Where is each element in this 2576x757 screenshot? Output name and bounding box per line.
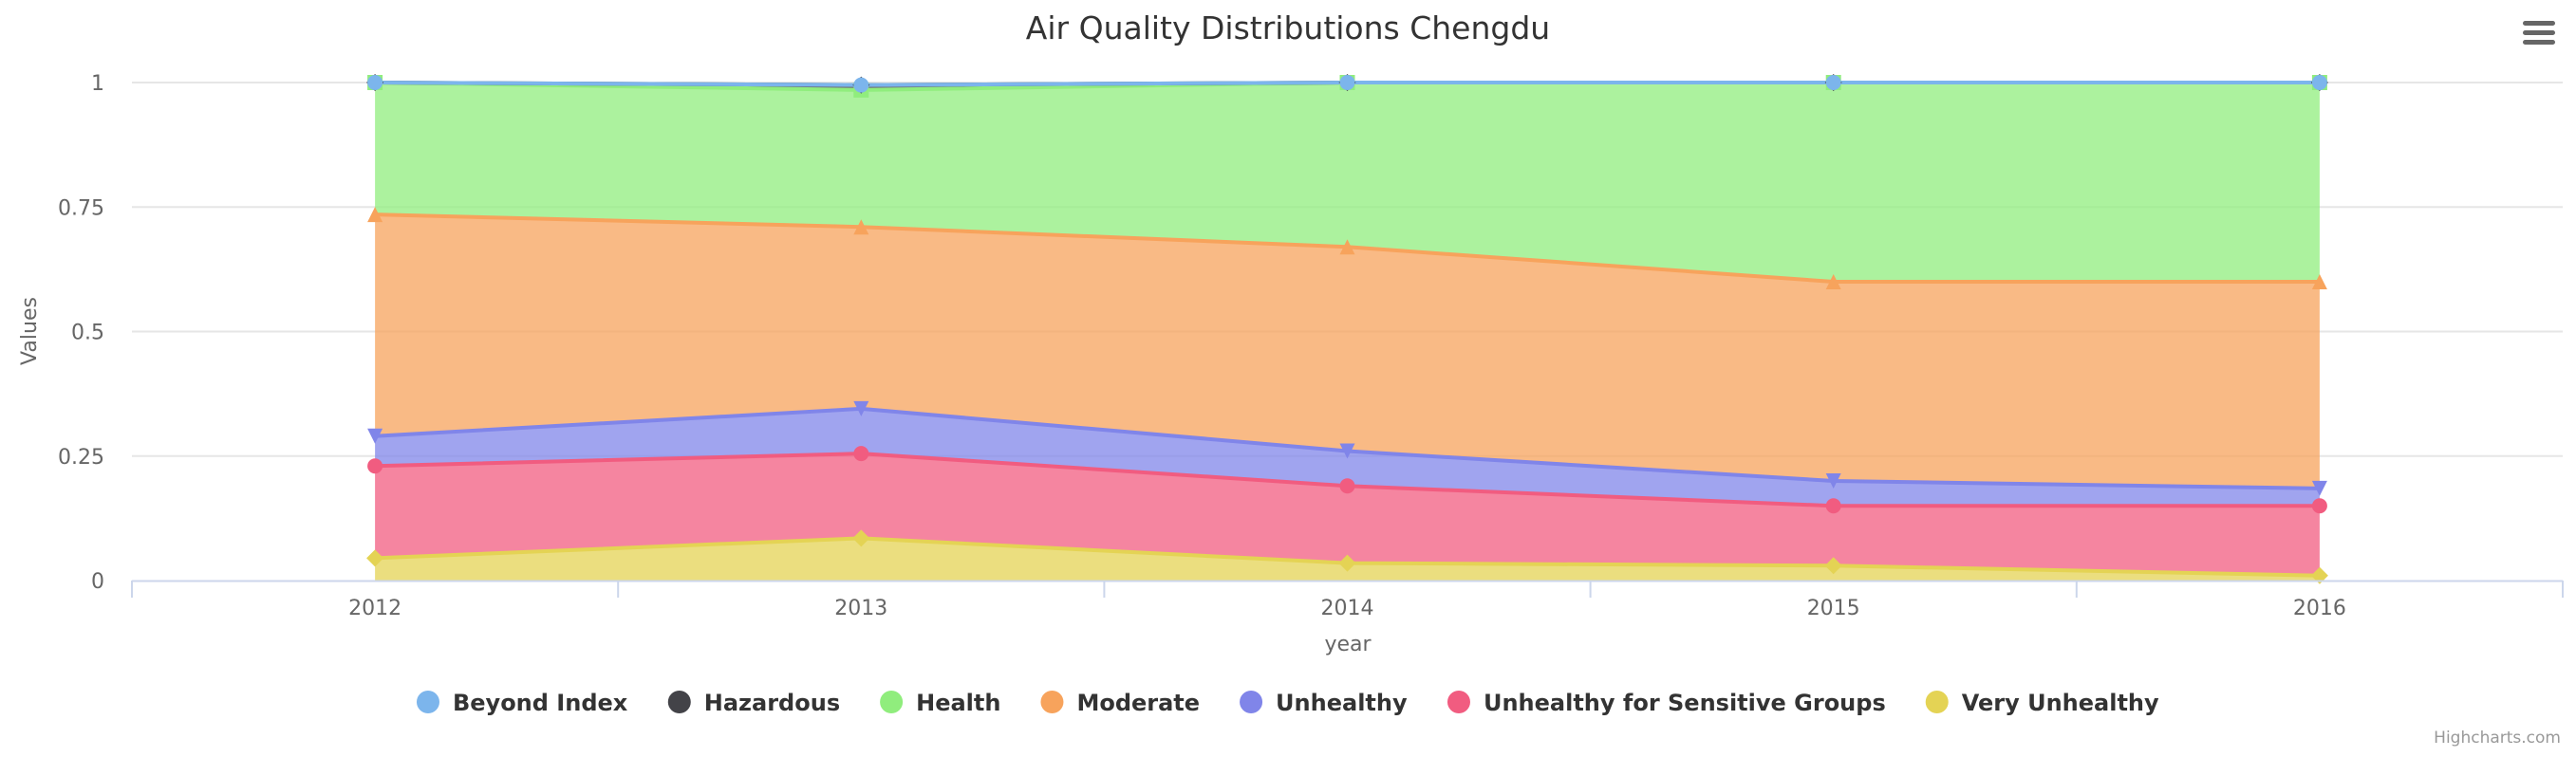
point-unhealthy-2014[interactable] xyxy=(1339,443,1355,459)
point-very-unhealthy-2015[interactable] xyxy=(1824,557,1842,575)
point-beyond-index-2012[interactable] xyxy=(367,75,383,90)
legend-label-unhealthy-for-sensitive-groups[interactable]: Unhealthy for Sensitive Groups xyxy=(1484,690,1886,716)
marker-layer xyxy=(366,74,2328,584)
x-tick-label-2012: 2012 xyxy=(348,597,401,620)
point-unhealthy-2012[interactable] xyxy=(367,428,383,444)
legend-symbol-hazardous[interactable] xyxy=(667,691,691,713)
point-beyond-index-2016[interactable] xyxy=(2311,75,2327,90)
legend-symbol-beyond-index[interactable] xyxy=(416,691,439,713)
y-tick-label: 0.5 xyxy=(71,322,104,345)
legend-item-health[interactable]: Health xyxy=(880,690,1000,716)
point-very-unhealthy-2016[interactable] xyxy=(2310,566,2328,584)
legend-item-unhealthy[interactable]: Unhealthy xyxy=(1240,690,1408,716)
point-unhealthy-for-sensitive-groups-2012[interactable] xyxy=(367,458,383,474)
chart-menu-button[interactable] xyxy=(2513,11,2561,53)
point-unhealthy-for-sensitive-groups-2013[interactable] xyxy=(853,446,869,462)
point-very-unhealthy-2013[interactable] xyxy=(852,529,870,547)
point-moderate-2012[interactable] xyxy=(367,207,383,223)
chart-title: Air Quality Distributions Chengdu xyxy=(1026,9,1550,46)
point-very-unhealthy-2014[interactable] xyxy=(1338,554,1356,572)
axis-layer: 0 0.25 0.5 0.75 1 2012 2013 2014 2015 2016 xyxy=(58,72,2564,620)
legend-label-unhealthy[interactable]: Unhealthy xyxy=(1276,690,1408,716)
legend-label-very-unhealthy[interactable]: Very Unhealthy xyxy=(1962,690,2159,716)
legend-symbol-moderate[interactable] xyxy=(1040,691,1064,713)
legend-symbol-unhealthy-for-sensitive-groups[interactable] xyxy=(1447,691,1470,713)
x-axis-title: year xyxy=(1324,633,1372,656)
legend-item-moderate[interactable]: Moderate xyxy=(1040,690,1200,716)
point-unhealthy-for-sensitive-groups-2016[interactable] xyxy=(2311,498,2327,514)
point-unhealthy-for-sensitive-groups-2014[interactable] xyxy=(1339,478,1355,494)
legend-symbol-health[interactable] xyxy=(880,691,904,713)
credits-link[interactable]: Highcharts.com xyxy=(2434,729,2561,748)
point-unhealthy-2016[interactable] xyxy=(2311,480,2327,496)
hamburger-menu-icon[interactable] xyxy=(2523,21,2555,45)
point-moderate-2015[interactable] xyxy=(1825,274,1841,289)
y-tick-label: 0.25 xyxy=(58,446,104,470)
point-unhealthy-2013[interactable] xyxy=(853,400,869,416)
y-tick-label: 0.75 xyxy=(58,196,104,220)
x-tick-label-2016: 2016 xyxy=(2293,597,2346,620)
legend-item-unhealthy-for-sensitive-groups[interactable]: Unhealthy for Sensitive Groups xyxy=(1447,690,1886,716)
point-beyond-index-2013[interactable] xyxy=(853,77,869,93)
x-tick-label-2013: 2013 xyxy=(834,597,887,620)
legend-label-health[interactable]: Health xyxy=(916,690,1000,716)
point-beyond-index-2014[interactable] xyxy=(1339,75,1355,90)
x-tick-label-2014: 2014 xyxy=(1321,597,1374,620)
point-very-unhealthy-2012[interactable] xyxy=(366,549,384,567)
point-moderate-2016[interactable] xyxy=(2311,274,2327,289)
y-tick-label: 1 xyxy=(91,72,104,96)
legend-item-hazardous[interactable]: Hazardous xyxy=(667,690,840,716)
point-beyond-index-2015[interactable] xyxy=(1825,75,1841,90)
y-tick-label: 0 xyxy=(91,570,104,594)
legend: Beyond Index Hazardous Health Moderate Unhea… xyxy=(416,690,2159,716)
legend-symbol-very-unhealthy[interactable] xyxy=(1925,691,1949,713)
area-unhealthy-for-sensitive-groups xyxy=(375,453,2320,576)
point-moderate-2014[interactable] xyxy=(1339,239,1355,255)
legend-label-moderate[interactable]: Moderate xyxy=(1076,690,1200,716)
point-moderate-2013[interactable] xyxy=(853,219,869,235)
area-health xyxy=(375,83,2320,282)
point-unhealthy-2015[interactable] xyxy=(1825,473,1841,489)
legend-item-very-unhealthy[interactable]: Very Unhealthy xyxy=(1925,690,2159,716)
legend-label-beyond-index[interactable]: Beyond Index xyxy=(453,690,628,716)
legend-label-hazardous[interactable]: Hazardous xyxy=(704,690,840,716)
x-tick-label-2015: 2015 xyxy=(1807,597,1860,620)
legend-item-beyond-index[interactable]: Beyond Index xyxy=(416,690,628,716)
point-unhealthy-for-sensitive-groups-2015[interactable] xyxy=(1825,498,1841,514)
legend-symbol-unhealthy[interactable] xyxy=(1240,691,1263,713)
y-axis-title: Values xyxy=(18,297,42,365)
